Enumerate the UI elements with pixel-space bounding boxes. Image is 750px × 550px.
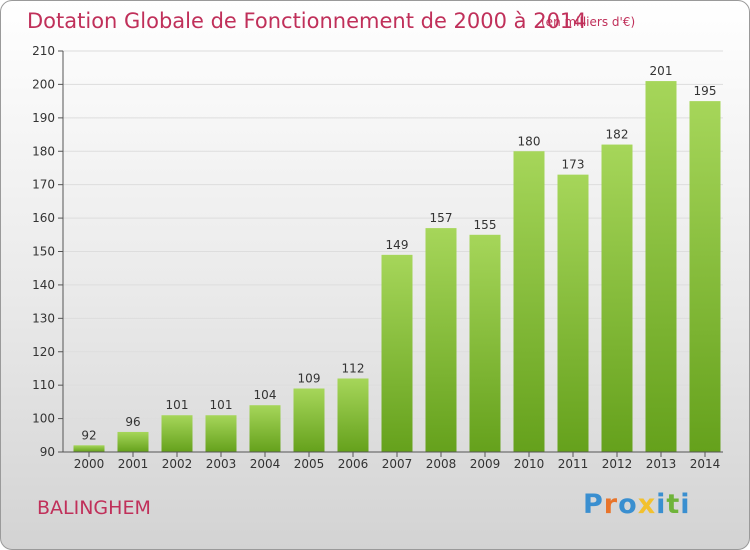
bar: [161, 415, 193, 452]
x-tick-label: 2012: [602, 457, 633, 471]
y-tick-label: 130: [32, 311, 55, 325]
y-tick-label: 150: [32, 245, 55, 259]
data-label: 104: [254, 388, 277, 402]
x-tick-label: 2008: [426, 457, 457, 471]
bars: 92 96 101 101 104 109 112 149 157 155 180 173 182 201…: [73, 64, 721, 453]
data-label: 155: [474, 218, 497, 232]
data-label: 173: [562, 158, 585, 172]
x-tick-label: 2006: [338, 457, 369, 471]
bar: [513, 151, 545, 452]
y-tick-label: 190: [32, 111, 55, 125]
x-tick-label: 2010: [514, 457, 545, 471]
bar: [381, 254, 413, 452]
data-label: 109: [298, 372, 321, 386]
bar: [249, 405, 281, 452]
x-tick-label: 2005: [294, 457, 325, 471]
x-tick-label: 2003: [206, 457, 237, 471]
bar: [73, 445, 105, 452]
bar: [689, 101, 721, 452]
bar: [117, 431, 149, 452]
logo-letter: t: [666, 489, 681, 520]
chart-unit-label: (en milliers d'€): [541, 15, 636, 29]
data-label: 101: [166, 398, 189, 412]
data-label: 180: [518, 134, 541, 148]
logo-letter: i: [656, 489, 667, 520]
x-tick-label: 2001: [118, 457, 149, 471]
data-label: 101: [210, 398, 233, 412]
x-tick-label: 2002: [162, 457, 193, 471]
y-tick-label: 170: [32, 178, 55, 192]
bar: [469, 234, 501, 452]
proxiti-logo: Proxiti: [583, 489, 691, 520]
y-tick-label: 140: [32, 278, 55, 292]
bar: [557, 174, 589, 452]
bar: [205, 415, 237, 452]
x-tick-label: 2000: [74, 457, 105, 471]
bar: [601, 144, 633, 453]
y-tick-label: 180: [32, 144, 55, 158]
logo-letter: x: [637, 489, 657, 520]
data-label: 92: [81, 428, 96, 442]
data-label: 195: [694, 84, 717, 98]
chart-title: Dotation Globale de Fonctionnement de 20…: [27, 9, 587, 33]
x-tick-label: 2013: [646, 457, 677, 471]
logo-letter: i: [680, 489, 691, 520]
logo-letter: r: [603, 489, 619, 520]
data-label: 149: [386, 238, 409, 252]
y-tick-label: 210: [32, 44, 55, 58]
y-tick-label: 100: [32, 412, 55, 426]
data-label: 182: [606, 128, 629, 142]
x-tick-label: 2007: [382, 457, 413, 471]
data-label: 157: [430, 211, 453, 225]
x-tick-label: 2009: [470, 457, 501, 471]
y-tick-label: 90: [40, 445, 55, 459]
axes: 90 100 110 120 130 140 150 160 170 180 190 200 210 20…: [32, 44, 723, 471]
logo-letter: o: [618, 489, 638, 520]
bar: [337, 378, 369, 452]
y-tick-label: 200: [32, 77, 55, 91]
x-tick-label: 2011: [558, 457, 589, 471]
data-label: 96: [125, 415, 140, 429]
bar: [425, 228, 457, 452]
logo-letter: P: [583, 489, 604, 520]
x-tick-label: 2004: [250, 457, 281, 471]
y-tick-label: 160: [32, 211, 55, 225]
data-label: 112: [342, 361, 365, 375]
bar: [645, 81, 677, 452]
data-label: 201: [650, 64, 673, 78]
y-tick-label: 120: [32, 345, 55, 359]
commune-name: BALINGHEM: [37, 497, 151, 519]
x-tick-label: 2014: [690, 457, 721, 471]
y-tick-label: 110: [32, 378, 55, 392]
bar: [293, 388, 325, 452]
